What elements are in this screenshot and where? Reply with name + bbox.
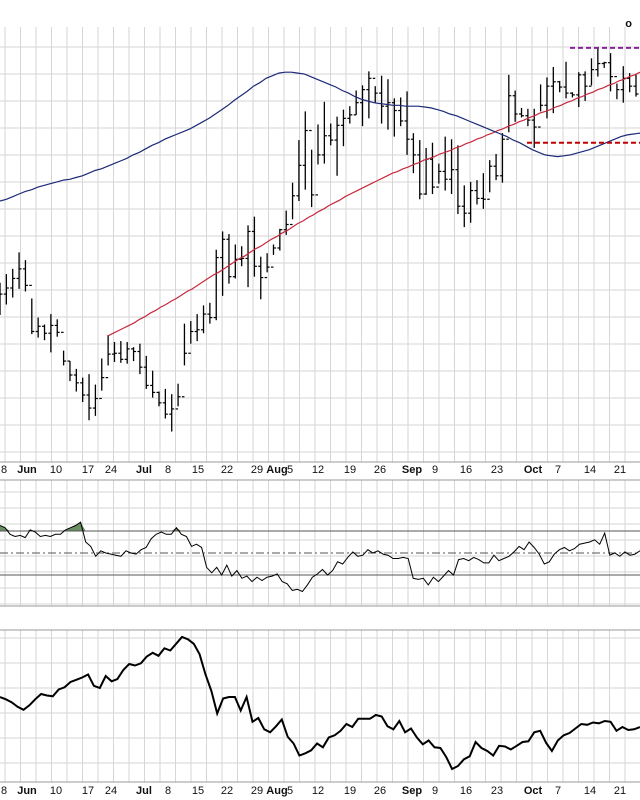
x-tick-label: Aug (266, 785, 287, 797)
x-tick-label: 9 (432, 464, 438, 476)
x-tick-label: 7 (555, 464, 561, 476)
x-tick-label: 16 (460, 464, 472, 476)
price-panel (0, 46, 640, 432)
x-tick-label: 8 (165, 785, 171, 797)
x-axis-layer: 8 Jun 10 17 24 Jul 8 15 22 29 Aug 5 12 19 26 Sep 9 16 23 Oc… (1, 464, 626, 797)
ma-50-line (0, 71, 640, 202)
x-tick-label: Jun (17, 464, 37, 476)
x-tick-label: 24 (105, 785, 117, 797)
x-tick-label: 12 (312, 785, 324, 797)
x-tick-label: 23 (491, 785, 503, 797)
x-tick-label: 26 (374, 464, 386, 476)
x-tick-label: 21 (614, 464, 626, 476)
x-tick-label: Sep (402, 464, 422, 476)
x-tick-label: 14 (584, 464, 596, 476)
x-tick-label: 10 (50, 464, 62, 476)
x-tick-label: 19 (344, 464, 356, 476)
indicator-1-panel (0, 521, 640, 593)
indicator-1-line (0, 521, 640, 593)
x-tick-label: Jul (136, 464, 152, 476)
x-tick-label: 8 (165, 464, 171, 476)
x-tick-label: Jul (136, 785, 152, 797)
x-tick-label: 10 (50, 785, 62, 797)
x-tick-label: 5 (287, 464, 293, 476)
x-tick-label: Jun (17, 785, 37, 797)
x-tick-label: 24 (105, 464, 117, 476)
x-tick-label: 8 (1, 464, 7, 476)
corner-label: o (625, 18, 632, 30)
indicator-2-line (0, 635, 640, 771)
x-tick-label: 23 (491, 464, 503, 476)
x-tick-label: 9 (432, 785, 438, 797)
x-tick-label: 15 (192, 464, 204, 476)
ma-200-line (107, 71, 640, 337)
x-tick-label: Oct (524, 464, 543, 476)
x-tick-label: 14 (584, 785, 596, 797)
x-tick-label: 8 (1, 785, 7, 797)
x-tick-label: 17 (82, 785, 94, 797)
grid-layer (0, 27, 640, 783)
x-tick-label: 17 (82, 464, 94, 476)
x-tick-label: Aug (266, 464, 287, 476)
x-tick-label: 26 (374, 785, 386, 797)
x-tick-label: 21 (614, 785, 626, 797)
indicator-2-panel (0, 635, 640, 771)
x-tick-label: 19 (344, 785, 356, 797)
x-tick-label: 22 (221, 464, 233, 476)
x-tick-label: 7 (555, 785, 561, 797)
x-tick-label: 22 (221, 785, 233, 797)
overbought-fill (60, 522, 86, 531)
x-tick-label: 5 (287, 785, 293, 797)
x-tick-label: Sep (402, 785, 422, 797)
x-tick-label: 12 (312, 464, 324, 476)
x-tick-label: 16 (460, 785, 472, 797)
x-tick-label: 29 (251, 464, 263, 476)
x-tick-label: Oct (524, 785, 543, 797)
x-tick-label: 15 (192, 785, 204, 797)
x-tick-label: 29 (251, 785, 263, 797)
